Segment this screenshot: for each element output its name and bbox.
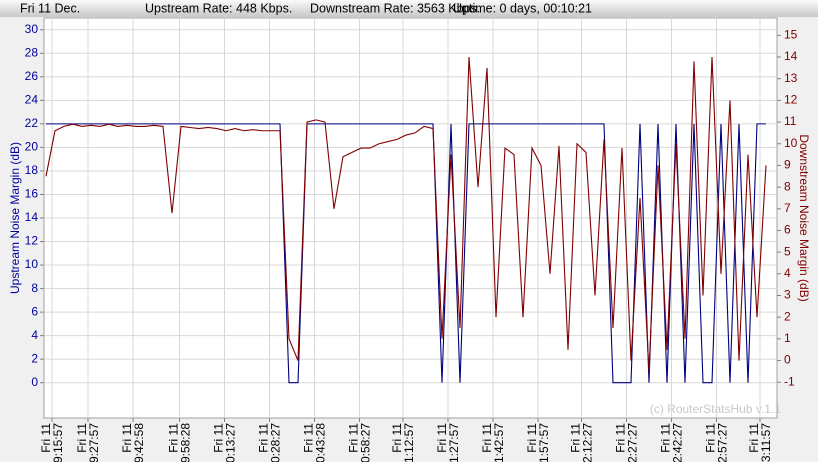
y-tick-label: 22	[25, 116, 39, 130]
y-tick-label: 26	[25, 69, 39, 83]
x-tick-label: 09:27:57	[87, 423, 101, 462]
y-tick-label: 30	[25, 22, 39, 36]
y2-tick-label: 11	[784, 114, 797, 128]
y2-axis-label: Downstream Noise Margin (dB)	[797, 134, 811, 301]
x-tick-day: Fri 11	[614, 423, 628, 453]
y-tick-label: 18	[25, 163, 39, 177]
y2-tick-label: 7	[784, 201, 791, 215]
x-tick-label: 11:12:57	[402, 423, 416, 462]
x-tick-day: Fri 11	[747, 423, 761, 453]
x-tick-day: Fri 11	[525, 423, 539, 453]
x-tick-day: Fri 11	[212, 423, 226, 453]
x-tick-label: 09:42:58	[132, 423, 146, 462]
x-tick-day: Fri 11	[704, 423, 718, 453]
y2-tick-label: -1	[784, 374, 795, 388]
x-tick-label: 10:43:28	[314, 423, 328, 462]
header-downstream: Downstream Rate: 3563 Kbps.	[310, 1, 480, 15]
y2-tick-label: 0	[784, 353, 791, 367]
y2-tick-label: 2	[784, 309, 791, 323]
y2-tick-label: 4	[784, 266, 791, 280]
x-tick-label: 11:57:57	[537, 423, 551, 462]
y-tick-label: 12	[25, 234, 39, 248]
x-tick-day: Fri 11	[347, 423, 361, 453]
x-tick-label: 11:27:57	[447, 423, 461, 462]
x-tick-label: 12:57:27	[716, 423, 730, 462]
watermark: (c) RouterStatsHub v.1.1	[650, 402, 781, 416]
x-tick-day: Fri 11	[120, 423, 134, 453]
y-tick-label: 14	[25, 210, 39, 224]
y2-tick-label: 1	[784, 331, 791, 345]
x-tick-day: Fri 11	[167, 423, 181, 453]
x-tick-day: Fri 11	[390, 423, 404, 453]
y-tick-label: 6	[31, 304, 38, 318]
x-tick-label: 11:42:57	[492, 423, 506, 462]
y2-tick-label: 8	[784, 179, 791, 193]
y2-tick-label: 6	[784, 223, 791, 237]
x-tick-day: Fri 11	[257, 423, 271, 453]
x-tick-label: 10:28:27	[269, 423, 283, 462]
y-tick-label: 10	[25, 257, 39, 271]
y-tick-label: 28	[25, 45, 39, 59]
x-tick-label: 12:12:27	[581, 423, 595, 462]
y2-tick-label: 12	[784, 93, 798, 107]
y2-tick-label: 10	[784, 136, 798, 150]
x-tick-label: 10:58:27	[359, 423, 373, 462]
x-tick-day: Fri 11	[480, 423, 494, 453]
y2-tick-label: 9	[784, 158, 791, 172]
y2-tick-label: 15	[784, 28, 798, 42]
y-axis-label: Upstream Noise Margin (dB)	[8, 142, 22, 294]
x-tick-label: 13:11:57	[759, 423, 773, 462]
y-tick-label: 2	[31, 351, 38, 365]
y-tick-label: 0	[31, 375, 38, 389]
header-date: Fri 11 Dec.	[20, 1, 80, 15]
x-tick-label: 09:15:57	[51, 423, 65, 462]
y-tick-label: 20	[25, 140, 39, 154]
y2-tick-label: 13	[784, 71, 798, 85]
y2-tick-label: 3	[784, 288, 791, 302]
y-tick-label: 16	[25, 187, 39, 201]
y2-tick-label: 14	[784, 49, 798, 63]
x-tick-label: 10:13:27	[224, 423, 238, 462]
x-tick-label: 12:27:27	[626, 423, 640, 462]
x-tick-label: 09:58:28	[179, 423, 193, 462]
header-uptime: Uptime: 0 days, 00:10:21	[453, 1, 592, 15]
x-tick-day: Fri 11	[75, 423, 89, 453]
x-tick-day: Fri 11	[569, 423, 583, 453]
x-tick-day: Fri 11	[659, 423, 673, 453]
x-tick-day: Fri 11	[39, 423, 53, 453]
y-tick-label: 24	[25, 93, 39, 107]
series-line	[46, 123, 766, 384]
y2-tick-label: 5	[784, 244, 791, 258]
x-tick-day: Fri 11	[302, 423, 316, 453]
y-tick-label: 8	[31, 281, 38, 295]
series-line	[45, 56, 767, 372]
header-upstream: Upstream Rate: 448 Kbps.	[145, 1, 292, 15]
x-tick-label: 12:42:27	[671, 423, 685, 462]
header-bar	[0, 0, 818, 17]
y-tick-label: 4	[31, 328, 38, 342]
x-tick-day: Fri 11	[435, 423, 449, 453]
